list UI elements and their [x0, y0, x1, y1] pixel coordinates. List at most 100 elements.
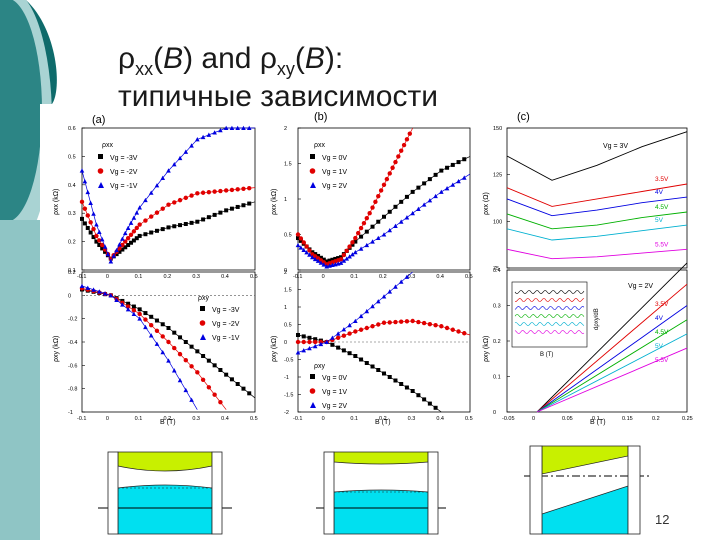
- teal-left-band: [0, 220, 40, 540]
- data-point-circle: [125, 235, 131, 241]
- legend-b-bottom-title: ρxy: [314, 363, 325, 370]
- data-point-triangle: [82, 179, 88, 184]
- data-point-square: [201, 217, 206, 222]
- data-point-circle: [137, 311, 142, 317]
- data-point-square: [433, 405, 438, 410]
- data-point-triangle: [312, 343, 318, 349]
- data-point-circle: [393, 159, 398, 165]
- data-point-square: [224, 208, 229, 213]
- y-tick-label: 0.2: [493, 339, 501, 345]
- data-point-square: [195, 349, 200, 354]
- data-point-circle: [344, 248, 349, 254]
- y-tick-label: 0.5: [284, 323, 292, 329]
- data-point-circle: [350, 240, 355, 245]
- data-point-triangle: [195, 137, 200, 142]
- x-tick-label: 0.1: [135, 416, 143, 422]
- data-point-square: [80, 216, 84, 221]
- data-point-square: [427, 177, 432, 182]
- plot-c-top-frame: [506, 127, 688, 269]
- data-point-triangle: [99, 237, 105, 242]
- data-point-circle: [149, 214, 154, 219]
- data-point-square: [117, 249, 122, 254]
- data-point-triangle: [358, 313, 364, 319]
- data-point-triangle: [171, 368, 177, 373]
- data-point-circle: [370, 324, 375, 329]
- data-point-circle: [99, 242, 105, 248]
- data-point-square: [382, 371, 386, 376]
- data-point-square: [206, 215, 211, 220]
- x-tick-label: 0.4: [436, 274, 444, 280]
- teal-circle-dark: [0, 0, 42, 222]
- data-point-circle: [439, 324, 444, 329]
- plot-a-bottom-ylabel: ρxy (kΩ): [53, 336, 60, 362]
- data-point-circle: [387, 171, 392, 176]
- data-point-circle: [134, 225, 139, 231]
- data-point-circle: [399, 148, 404, 153]
- data-point-circle: [341, 333, 347, 338]
- data-point-circle: [301, 240, 306, 245]
- legend-a-bottom-item-1: Vg = -3V: [212, 307, 240, 314]
- chart-marks: -0.1 0 0.1 0.2 0.3 0.4 0.50.10.20.30.40.50.6-0…: [68, 125, 693, 422]
- data-point-circle: [401, 142, 407, 148]
- legend-b-top: ρxx Vg = 0V Vg = 1V Vg = 2V: [309, 142, 347, 190]
- data-point-triangle: [166, 168, 171, 173]
- y-tick-label: -0.5: [284, 358, 293, 364]
- data-point-triangle: [461, 175, 467, 180]
- data-point-square: [85, 225, 90, 230]
- data-point-square: [229, 377, 234, 382]
- data-point-square: [126, 243, 131, 248]
- data-point-triangle: [177, 377, 183, 383]
- legend-a-top-item-1: Vg = -3V: [110, 155, 138, 162]
- data-point-square: [427, 401, 432, 406]
- data-point-circle: [82, 206, 88, 211]
- barrier-right-b: [427, 451, 439, 535]
- data-point-circle: [416, 319, 421, 325]
- data-point-triangle: [410, 210, 415, 216]
- series-line-2: [506, 183, 688, 207]
- data-point-circle: [364, 325, 369, 331]
- data-point-circle: [218, 400, 223, 405]
- data-point-triangle: [108, 293, 114, 298]
- valence-band-b: [333, 489, 429, 535]
- data-point-square: [183, 340, 188, 344]
- data-point-triangle: [117, 242, 122, 247]
- data-point-triangle: [301, 247, 307, 252]
- data-point-triangle: [111, 253, 117, 258]
- data-point-square: [364, 229, 369, 234]
- series-line-1: [536, 262, 688, 413]
- data-point-circle: [172, 345, 177, 351]
- x-tick-label: 0.5: [250, 416, 258, 422]
- data-point-circle: [387, 320, 392, 325]
- data-point-square: [330, 257, 335, 262]
- data-point-square: [247, 201, 252, 206]
- data-point-triangle: [114, 247, 119, 253]
- data-point-square: [296, 333, 300, 337]
- x-tick-label: 0.4: [436, 416, 444, 422]
- data-point-circle: [160, 334, 165, 339]
- data-point-triangle: [97, 229, 102, 234]
- y-tick-label: 0.3: [68, 211, 76, 217]
- x-tick-label: 0.5: [465, 416, 473, 422]
- data-point-square: [382, 214, 386, 219]
- data-point-triangle: [79, 168, 85, 173]
- plot-b-xlabel: B (T): [375, 419, 391, 426]
- data-point-circle: [160, 206, 165, 211]
- legend-marker-square: [310, 154, 315, 159]
- data-point-triangle: [94, 222, 99, 227]
- plot-c-inset-label: dρxy/dB: [594, 308, 600, 330]
- data-point-triangle: [335, 331, 341, 336]
- x-tick-label: 0: [106, 274, 109, 280]
- data-point-circle: [137, 222, 142, 227]
- x-tick-label: -0.1: [77, 416, 86, 422]
- data-point-square: [301, 334, 306, 339]
- data-point-circle: [212, 189, 217, 194]
- data-point-square: [143, 232, 148, 237]
- data-point-triangle: [171, 162, 177, 167]
- data-point-square: [212, 363, 217, 368]
- legend-b-top-item-1: Vg = 0V: [322, 155, 347, 162]
- x-tick-label: 0.1: [135, 274, 143, 280]
- data-point-circle: [399, 319, 404, 324]
- series-line-4: [506, 211, 688, 230]
- data-point-triangle: [450, 182, 456, 187]
